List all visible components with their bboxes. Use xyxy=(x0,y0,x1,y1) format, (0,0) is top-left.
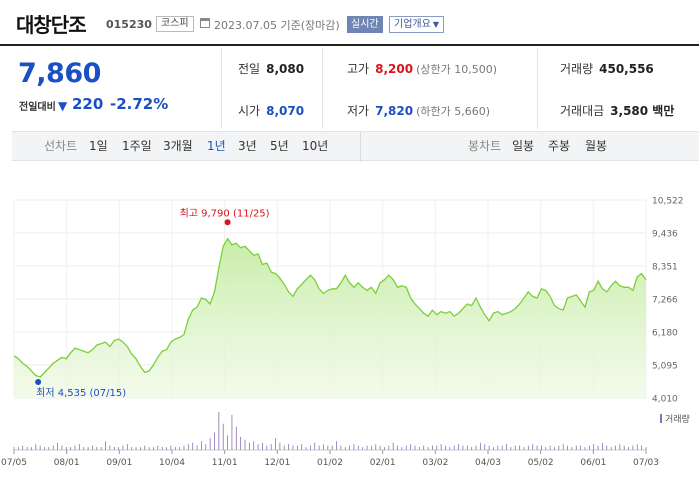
stat-value: 450,556 xyxy=(599,62,654,76)
lower-limit: (하한가 5,660) xyxy=(416,105,490,118)
stock-name: 대창단조 xyxy=(16,13,87,37)
y-tick-label: 7,266 xyxy=(652,296,678,306)
volume-legend-label: 거래량 xyxy=(665,413,690,425)
tab-3y[interactable]: 3년 xyxy=(238,139,257,153)
x-tick-label: 04/03 xyxy=(475,458,501,468)
y-tick-label: 4,010 xyxy=(652,395,678,405)
y-tick-label: 10,522 xyxy=(652,197,684,207)
tab-1d[interactable]: 1일 xyxy=(89,139,108,153)
x-tick-label: 05/02 xyxy=(528,458,554,468)
tab-divider xyxy=(360,132,361,162)
upper-limit: (상한가 10,500) xyxy=(416,63,497,76)
company-info-label: 기업개요 xyxy=(394,19,431,30)
tab-1y[interactable]: 1년 xyxy=(207,139,226,153)
price-area xyxy=(14,238,646,398)
y-tick-label: 8,351 xyxy=(652,263,678,273)
max-annotation: 최고 9,790 (11/25) xyxy=(180,207,270,219)
x-tick-label: 09/01 xyxy=(106,458,132,468)
stat-value: 3,580 백만 xyxy=(610,104,675,118)
current-price: 7,860 xyxy=(18,58,101,89)
x-tick-label: 01/02 xyxy=(317,458,343,468)
tab-weekly[interactable]: 주봉 xyxy=(548,139,571,153)
stat-label: 거래량 xyxy=(560,62,594,76)
stat-divider xyxy=(537,48,538,129)
quote-datetime: 2023.07.05 기준(장마감) xyxy=(214,19,340,32)
change-amount: 220 xyxy=(72,95,104,113)
stat-divider xyxy=(322,48,323,129)
tab-3m[interactable]: 3개월 xyxy=(163,139,193,153)
market-badge: 코스피 xyxy=(156,16,194,32)
chevron-down-icon: ▼ xyxy=(432,20,439,29)
stat-volume: 거래량 450,556 xyxy=(560,60,654,77)
candle-chart-label: 봉차트 xyxy=(468,139,502,153)
stat-label: 시가 xyxy=(238,104,261,118)
y-tick-label: 6,180 xyxy=(652,329,678,339)
y-tick-label: 5,095 xyxy=(652,362,678,372)
x-tick-label: 10/04 xyxy=(159,458,185,468)
x-tick-label: 11/01 xyxy=(212,458,238,468)
quote-stats: 전일 8,080 고가 8,200 (상한가 10,500) 거래량 450,556 시… xyxy=(222,48,699,129)
stat-high: 고가 8,200 (상한가 10,500) xyxy=(347,60,497,77)
stat-label: 거래대금 xyxy=(560,104,605,118)
stat-label: 전일 xyxy=(238,62,261,76)
x-tick-label: 12/01 xyxy=(264,458,290,468)
stat-open: 시가 8,070 xyxy=(238,102,304,119)
price-summary: 7,860 전일대비 ▼ 220 -2.72% xyxy=(0,48,222,129)
line-chart-label: 선차트 xyxy=(44,139,78,153)
x-tick-label: 02/01 xyxy=(370,458,396,468)
stat-prev-close: 전일 8,080 xyxy=(238,60,304,77)
company-info-dropdown[interactable]: 기업개요 ▼ xyxy=(389,16,444,33)
tab-1w[interactable]: 1주일 xyxy=(122,139,152,153)
x-tick-label: 03/02 xyxy=(422,458,448,468)
x-tick-label: 08/01 xyxy=(54,458,80,468)
tab-daily[interactable]: 일봉 xyxy=(512,139,535,153)
realtime-button[interactable]: 실시간 xyxy=(347,16,383,33)
down-triangle-icon: ▼ xyxy=(58,99,68,113)
stat-low: 저가 7,820 (하한가 5,660) xyxy=(347,102,490,119)
stat-value: 8,080 xyxy=(266,62,305,76)
tab-5y[interactable]: 5년 xyxy=(270,139,289,153)
stat-value: 8,200 xyxy=(375,62,414,76)
x-tick-label: 07/03 xyxy=(633,458,659,468)
stat-label: 저가 xyxy=(347,104,370,118)
stock-code: 015230 xyxy=(106,18,152,31)
min-annotation: 최저 4,535 (07/15) xyxy=(36,387,126,399)
min-point-marker xyxy=(35,379,42,386)
change-percent: -2.72% xyxy=(110,95,169,113)
x-tick-label: 07/05 xyxy=(1,458,27,468)
stat-label: 고가 xyxy=(347,62,370,76)
stat-value: 8,070 xyxy=(266,104,305,118)
max-point-marker xyxy=(224,219,231,226)
price-line xyxy=(13,237,647,378)
stat-amount: 거래대금 3,580 백만 xyxy=(560,102,674,119)
x-tick-label: 06/01 xyxy=(580,458,606,468)
price-chart: 10,522 9,436 8,351 7,266 6,180 5,095 4,010 07/… xyxy=(1,197,690,469)
change-label: 전일대비 xyxy=(19,102,56,113)
stat-value: 7,820 xyxy=(375,104,414,118)
tab-10y[interactable]: 10년 xyxy=(302,139,329,153)
calendar-icon xyxy=(200,18,210,28)
chart-period-tabs: 선차트 1일 1주일 3개월 1년 3년 5년 10년 봉차트 일봉 주봉 월봉 xyxy=(12,131,699,162)
y-tick-label: 9,436 xyxy=(652,230,678,240)
volume-legend-swatch xyxy=(660,414,662,423)
tab-monthly[interactable]: 월봉 xyxy=(585,139,608,153)
stock-header: 대창단조 015230 코스피 2023.07.05 기준(장마감) 실시간 기… xyxy=(0,0,699,46)
